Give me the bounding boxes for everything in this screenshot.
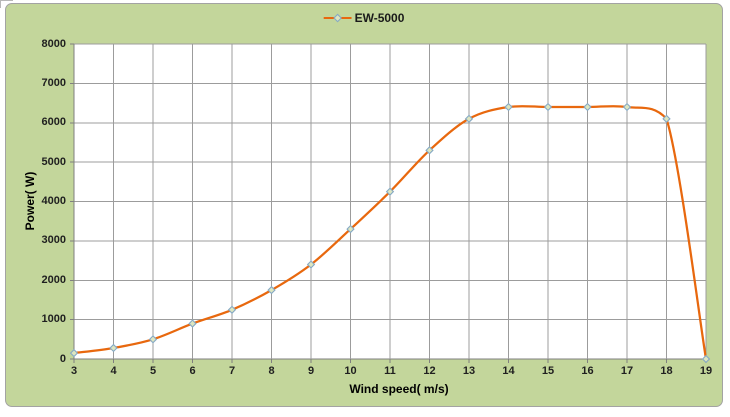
- y-tick-label: 3000: [41, 234, 66, 247]
- data-point-marker: [583, 102, 592, 112]
- x-tick-label: 6: [189, 365, 196, 377]
- x-tick-label: 19: [699, 365, 713, 377]
- x-tick-label: 10: [344, 365, 357, 377]
- y-tick-label: 7000: [41, 76, 66, 89]
- power-curve-chart[interactable]: EW-5000 Power( W) 0 1000 2000 3000 4000 5000 6…: [5, 3, 723, 407]
- x-axis-title: Wind speed( m/s): [349, 382, 449, 396]
- data-point-marker: [306, 260, 316, 269]
- data-point-marker: [227, 305, 237, 314]
- x-tick-label: 9: [307, 365, 315, 377]
- x-tick-label: 18: [660, 365, 673, 377]
- x-tick-label: 14: [502, 365, 515, 377]
- data-point-marker: [543, 102, 553, 112]
- y-tick-label: 0: [59, 352, 66, 365]
- data-point-marker: [69, 348, 79, 358]
- data-point-marker: [464, 114, 474, 123]
- data-point-marker: [622, 102, 632, 112]
- x-tick-label: 16: [581, 365, 594, 377]
- data-point-marker: [109, 343, 118, 353]
- x-tick-label: 11: [384, 365, 396, 377]
- legend-series-marker-icon: [323, 13, 352, 23]
- legend-series-label: EW-5000: [354, 11, 405, 25]
- series-plot-svg: [69, 43, 711, 364]
- y-tick-label: 6000: [41, 116, 66, 129]
- data-point-marker: [346, 224, 355, 234]
- x-tick-label: 15: [541, 365, 555, 377]
- y-tick-label: 2000: [41, 273, 66, 286]
- data-point-marker: [662, 114, 671, 123]
- x-tick-label: 12: [423, 365, 436, 377]
- y-tick-label: 8000: [41, 37, 66, 50]
- x-tick-label: 3: [70, 365, 78, 377]
- x-tick-label: 7: [228, 365, 236, 377]
- x-tick-label: 17: [620, 365, 634, 377]
- x-tick-label: 5: [149, 365, 157, 377]
- data-point-marker: [385, 187, 395, 196]
- plot-area: [69, 43, 711, 364]
- x-tick-label: 4: [110, 365, 117, 377]
- x-tick-label: 8: [268, 365, 275, 377]
- data-point-marker: [425, 146, 434, 155]
- y-tick-label: 1000: [41, 313, 66, 326]
- y-tick-label: 5000: [41, 155, 66, 168]
- y-tick-label: 4000: [41, 195, 66, 207]
- data-point-marker: [504, 102, 513, 112]
- chart-legend: EW-5000: [323, 10, 405, 26]
- data-point-marker: [701, 354, 711, 364]
- x-tick-label: 13: [462, 365, 476, 377]
- data-point-marker: [267, 285, 276, 295]
- spreadsheet-cell-corner-artifact: [0, 0, 13, 8]
- data-point-marker: [188, 319, 197, 328]
- data-point-marker: [148, 335, 158, 344]
